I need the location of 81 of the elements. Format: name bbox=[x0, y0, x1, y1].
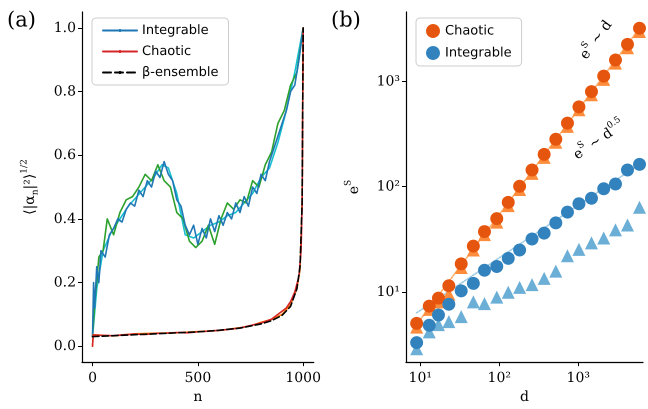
y-axis-title: ⟨|αn|²⟩1/2 bbox=[20, 159, 40, 215]
x-axis-title: d bbox=[520, 389, 530, 405]
y-tick-label: 0.8 bbox=[54, 84, 76, 100]
point bbox=[478, 264, 491, 277]
annotation: eS ∼ d bbox=[576, 17, 616, 63]
point bbox=[633, 22, 646, 35]
point bbox=[572, 100, 586, 114]
point bbox=[454, 257, 468, 270]
point bbox=[560, 116, 574, 130]
point bbox=[526, 278, 539, 292]
point bbox=[526, 164, 539, 177]
x-tick-label: 10¹ bbox=[408, 370, 432, 386]
point bbox=[502, 286, 515, 299]
point bbox=[560, 249, 574, 262]
point bbox=[502, 196, 515, 209]
point bbox=[597, 231, 610, 244]
y-tick-label: 10¹ bbox=[376, 284, 400, 300]
legend-label: Integrable bbox=[445, 46, 512, 60]
point bbox=[633, 200, 646, 214]
point bbox=[560, 206, 574, 219]
point bbox=[597, 70, 610, 83]
y-axis-title: eS bbox=[344, 180, 362, 194]
point bbox=[621, 38, 634, 51]
point bbox=[549, 132, 562, 146]
y-tick-label: 10³ bbox=[376, 74, 400, 90]
point bbox=[454, 284, 468, 298]
point bbox=[620, 218, 634, 232]
y-tick-label: 0.2 bbox=[54, 274, 76, 291]
y-tick-label: 0.6 bbox=[54, 147, 76, 164]
point bbox=[490, 212, 504, 226]
x-tick-label: 10² bbox=[488, 370, 511, 386]
point bbox=[609, 178, 622, 191]
point bbox=[466, 295, 480, 308]
point bbox=[609, 53, 622, 66]
point bbox=[513, 180, 526, 193]
point bbox=[466, 240, 480, 253]
point bbox=[442, 298, 456, 311]
point bbox=[633, 158, 646, 171]
x-tick-label: 10³ bbox=[566, 370, 590, 386]
point bbox=[478, 225, 491, 238]
point bbox=[608, 223, 622, 236]
point bbox=[490, 290, 504, 304]
point bbox=[490, 260, 504, 273]
legend-label: β-ensemble bbox=[142, 65, 219, 80]
x-tick-label: 1000 bbox=[285, 370, 322, 386]
point bbox=[538, 226, 551, 240]
point bbox=[538, 272, 551, 285]
point bbox=[597, 182, 610, 196]
chart-title: (b) bbox=[331, 8, 361, 32]
point bbox=[538, 148, 551, 161]
point bbox=[466, 276, 480, 290]
point bbox=[572, 242, 586, 256]
point bbox=[513, 280, 526, 294]
x-tick-label: 500 bbox=[184, 370, 212, 386]
point bbox=[432, 308, 445, 322]
legend-label: Chaotic bbox=[445, 24, 494, 38]
point bbox=[526, 232, 539, 246]
point bbox=[584, 192, 598, 205]
y-tick-label: 1.0 bbox=[54, 20, 76, 36]
y-tick-label: 10² bbox=[376, 178, 400, 195]
point bbox=[572, 197, 586, 210]
legend-label: Chaotic bbox=[142, 44, 192, 59]
point bbox=[621, 164, 634, 177]
point bbox=[432, 292, 445, 305]
point bbox=[442, 315, 456, 328]
y-tick-label: 0.0 bbox=[54, 338, 76, 354]
point bbox=[513, 243, 526, 256]
point bbox=[478, 297, 491, 310]
point bbox=[584, 236, 598, 250]
point bbox=[442, 279, 456, 292]
point bbox=[454, 310, 468, 324]
x-tick-label: 0 bbox=[88, 370, 97, 386]
y-tick-label: 0.4 bbox=[54, 210, 76, 227]
legend-label: Integrable bbox=[142, 23, 209, 38]
x-axis-title: n bbox=[193, 389, 202, 405]
annotation: eS ∼ d0.5 bbox=[570, 114, 624, 164]
point bbox=[549, 264, 562, 278]
point bbox=[549, 216, 562, 230]
point bbox=[502, 252, 515, 265]
chart-title: (a) bbox=[7, 8, 36, 32]
point bbox=[584, 85, 598, 98]
